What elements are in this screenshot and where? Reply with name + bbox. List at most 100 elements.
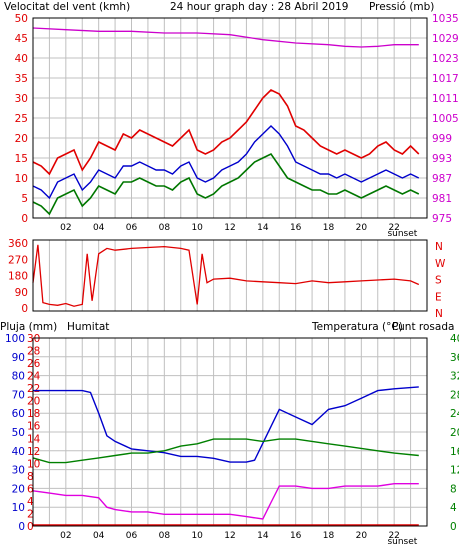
temperature-tick-label: 8 xyxy=(450,483,457,495)
x-tick-label: 18 xyxy=(323,223,335,233)
sunset-label: sunset xyxy=(387,537,417,547)
temperature-line xyxy=(32,438,419,464)
temperature-tick-label: 40 xyxy=(450,333,459,345)
wind-tick-label: 15 xyxy=(15,153,28,165)
temperature-axis-title: Temperatura (°C) xyxy=(311,321,403,333)
temperature-tick-label: 4 xyxy=(450,502,457,514)
humidity-tick-label: 50 xyxy=(12,427,25,439)
chart-title: 24 hour graph day : 28 Abril 2019 xyxy=(170,1,348,13)
wind-tick-label: 5 xyxy=(21,193,28,205)
temperature-tick-label: 28 xyxy=(450,389,459,401)
wind-axis-title: Velocitat del vent (kmh) xyxy=(4,1,130,13)
chart-labels: Velocitat del vent (kmh) 24 hour graph d… xyxy=(0,1,454,333)
rain-tick-label: 26 xyxy=(27,358,41,370)
x-tick-label: 18 xyxy=(323,531,335,541)
direction-tick-label: 180 xyxy=(8,271,28,283)
rain-tick-label: 0 xyxy=(27,521,34,533)
pressure-tick-label: 993 xyxy=(432,153,452,165)
direction-compass-label: N xyxy=(435,308,443,320)
x-tick-label: 22 xyxy=(388,531,399,541)
humidity-tick-label: 40 xyxy=(12,446,25,458)
pressure-tick-label: 1023 xyxy=(432,53,459,65)
direction-tick-label: 360 xyxy=(8,238,28,250)
direction-line xyxy=(32,244,420,307)
pressure-tick-label: 1029 xyxy=(432,33,459,45)
rain-tick-label: 14 xyxy=(27,433,41,445)
temperature-tick-label: 32 xyxy=(450,371,459,383)
humidity-tick-label: 70 xyxy=(12,389,25,401)
pressure-tick-label: 975 xyxy=(432,213,452,225)
pressure-axis-title: Pressió (mb) xyxy=(369,1,434,13)
x-tick-label: 14 xyxy=(257,223,269,233)
dewpoint-line xyxy=(32,483,419,520)
direction-compass-label: E xyxy=(435,291,442,303)
temperature-tick-label: 0 xyxy=(450,521,457,533)
rain-tick-label: 18 xyxy=(27,408,40,420)
rain-tick-label: 24 xyxy=(27,371,41,383)
rain-tick-label: 22 xyxy=(27,383,40,395)
humidity-tick-label: 20 xyxy=(12,483,25,495)
direction-plot-border xyxy=(32,239,428,312)
pressure-tick-label: 1017 xyxy=(432,73,459,85)
humidity-tick-label: 90 xyxy=(12,352,25,364)
humidity-tick-label: 100 xyxy=(5,333,25,345)
pressure-tick-label: 1035 xyxy=(432,13,459,25)
wind-tick-label: 30 xyxy=(15,93,28,105)
wind-tick-label: 20 xyxy=(15,133,28,145)
dewpoint-axis-title: Punt rosada xyxy=(392,321,454,333)
rain-tick-label: 2 xyxy=(27,508,34,520)
rain-tick-label: 6 xyxy=(27,483,34,495)
x-tick-label: 20 xyxy=(356,223,368,233)
rain-tick-label: 16 xyxy=(27,421,41,433)
humidity-tick-label: 80 xyxy=(12,371,25,383)
rain-tick-label: 10 xyxy=(27,458,40,470)
x-tick-label: 12 xyxy=(224,531,235,541)
x-tick-label: 16 xyxy=(290,223,302,233)
direction-compass-label: W xyxy=(435,258,446,270)
humidity-line xyxy=(33,386,419,463)
x-tick-label: 06 xyxy=(126,223,138,233)
x-tick-label: 10 xyxy=(191,223,203,233)
temperature-tick-label: 36 xyxy=(450,352,459,364)
x-tick-label: 04 xyxy=(93,531,105,541)
pressure-line xyxy=(32,27,419,48)
rain-tick-label: 8 xyxy=(27,471,34,483)
wind-average-line xyxy=(32,125,420,200)
humidity-tick-label: 60 xyxy=(12,408,25,420)
wind-plot-border xyxy=(32,17,428,219)
humidity-temperature-panel: 0102030405060708090100024681012141618202… xyxy=(5,333,459,547)
rain-tick-label: 20 xyxy=(27,396,40,408)
x-tick-label: 06 xyxy=(126,531,138,541)
pressure-tick-label: 987 xyxy=(432,173,452,185)
pressure-tick-label: 1005 xyxy=(432,113,459,125)
temperature-tick-label: 16 xyxy=(450,446,459,458)
x-tick-label: 04 xyxy=(93,223,105,233)
wind-tick-label: 0 xyxy=(21,213,28,225)
rain-tick-label: 4 xyxy=(27,496,34,508)
wind-tick-label: 45 xyxy=(15,33,28,45)
direction-tick-label: 0 xyxy=(21,303,28,315)
x-tick-label: 10 xyxy=(191,531,203,541)
humidity-axis-title: Humitat xyxy=(67,321,109,333)
rain-tick-label: 30 xyxy=(27,333,40,345)
rain-tick-label: 12 xyxy=(27,446,40,458)
pressure-tick-label: 1011 xyxy=(432,93,459,105)
humidity-tick-label: 30 xyxy=(12,465,25,477)
humidity-plot-border xyxy=(32,337,428,527)
direction-compass-label: S xyxy=(435,275,442,287)
direction-tick-label: 90 xyxy=(15,287,28,299)
x-tick-label: 02 xyxy=(60,531,71,541)
wind-tick-label: 40 xyxy=(15,53,28,65)
x-tick-label: 22 xyxy=(388,223,399,233)
direction-tick-label: 270 xyxy=(8,254,28,266)
x-tick-label: 20 xyxy=(356,531,368,541)
x-tick-label: 08 xyxy=(159,531,171,541)
x-tick-label: 12 xyxy=(224,223,235,233)
humidity-tick-label: 0 xyxy=(18,521,25,533)
wind-tick-label: 25 xyxy=(15,113,28,125)
x-tick-label: 08 xyxy=(159,223,171,233)
wind-tick-label: 50 xyxy=(15,13,28,25)
direction-compass-label: N xyxy=(435,241,443,253)
